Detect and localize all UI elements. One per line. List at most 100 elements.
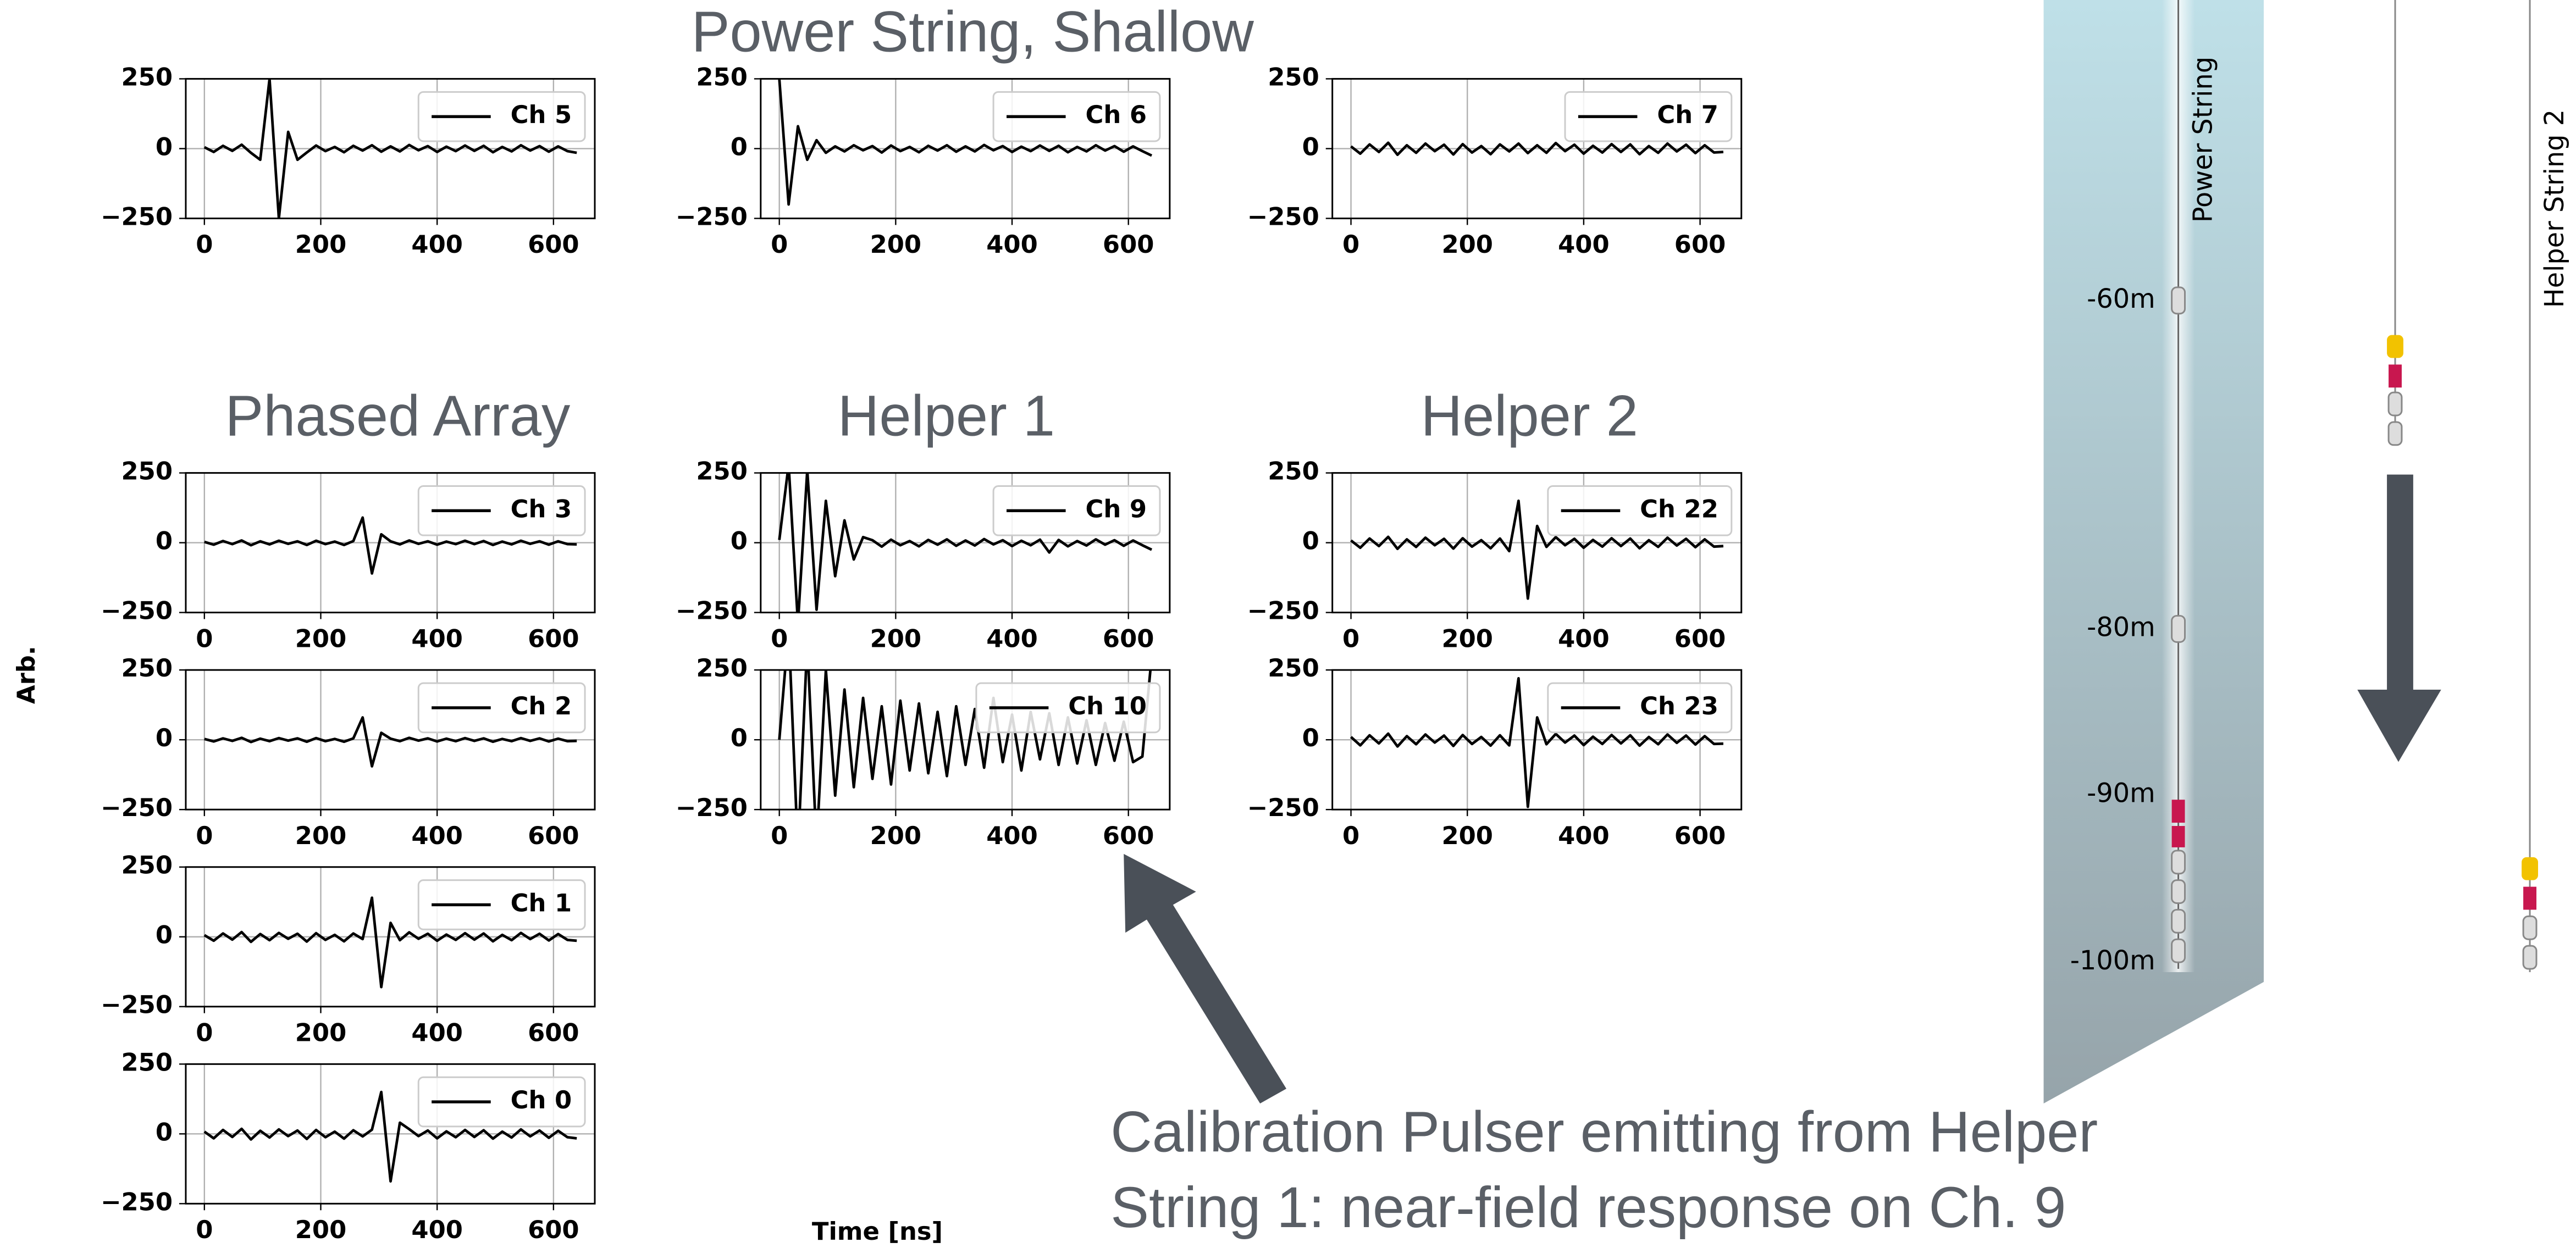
axes-frame [185, 866, 596, 1008]
waveform [778, 473, 1153, 613]
x-tick-label: 0 [1342, 230, 1359, 259]
y-tick-label: −250 [676, 202, 748, 231]
x-tick-label: 200 [295, 821, 347, 850]
y-tick-label: 0 [731, 526, 748, 556]
legend: Ch 0 [417, 1076, 586, 1128]
subplot: 0 200 400 600 −250 0 250 Ch 10 [676, 653, 1171, 850]
legend: Ch 3 [417, 485, 586, 536]
x-tick-label: 600 [528, 1215, 579, 1244]
x-tick-label: 0 [771, 821, 788, 850]
y-tick-label: 0 [156, 132, 173, 161]
axes-frame [1331, 669, 1743, 811]
borehole-diagram: -60m -80m -90m -100m Power String Helper… [2043, 0, 2570, 1104]
legend-box [992, 485, 1161, 536]
y-tick-label: 250 [696, 62, 748, 91]
x-tick-label: 0 [771, 230, 788, 259]
legend: Ch 10 [975, 682, 1161, 734]
x-tick-label: 400 [1558, 821, 1610, 850]
y-axis-label: Arb. [12, 646, 41, 704]
antenna [2171, 879, 2186, 904]
legend: Ch 7 [1564, 91, 1733, 142]
legend-box [417, 91, 586, 142]
y-tick-label: −250 [101, 1187, 173, 1216]
y-tick-label: 250 [121, 653, 173, 683]
y-tick-label: 0 [156, 1117, 173, 1146]
arrow-head [2357, 690, 2441, 762]
x-tick-label: 0 [196, 1018, 213, 1047]
x-tick-label: 0 [1342, 624, 1359, 653]
depth-label: -80m [2087, 612, 2155, 642]
axes-frame [1331, 77, 1743, 219]
legend: Ch 2 [417, 682, 586, 734]
group-title: Helper 2 [1421, 384, 1638, 448]
y-tick-label: 0 [731, 723, 748, 752]
x-tick-label: 600 [1103, 624, 1154, 653]
legend-box [992, 91, 1161, 142]
x-tick-label: 600 [528, 1018, 579, 1047]
legend-label: Ch 22 [1640, 494, 1718, 523]
legend-box [1564, 91, 1733, 142]
x-tick-label: 600 [1674, 624, 1726, 653]
legend-box [1547, 682, 1733, 734]
x-tick-label: 200 [295, 624, 347, 653]
legend-label: Ch 3 [511, 494, 572, 523]
legend-label: Ch 2 [511, 691, 572, 720]
legend: Ch 6 [992, 91, 1161, 142]
legend: Ch 23 [1547, 682, 1733, 734]
pulser [2522, 857, 2538, 880]
group-title: Helper 1 [838, 384, 1055, 448]
x-tick-label: 200 [1441, 624, 1493, 653]
antenna [2387, 421, 2403, 446]
subplot: 0 200 400 600 −250 0 250 Ch 7 [1247, 62, 1743, 259]
y-tick-label: 250 [121, 1047, 173, 1077]
x-tick-label: 200 [870, 624, 922, 653]
subplot: 0 200 400 600 −250 0 250 Ch 9 [676, 457, 1171, 653]
antenna [2522, 945, 2538, 970]
x-tick-label: 200 [295, 1018, 347, 1047]
x-tick-label: 200 [870, 821, 922, 850]
axes-frame [185, 77, 596, 219]
x-axis-label: Time [ns] [812, 1217, 943, 1246]
legend: Ch 22 [1547, 485, 1733, 536]
axes-frame [760, 77, 1171, 219]
legend-label: Ch 7 [1657, 100, 1718, 129]
legend: Ch 9 [992, 485, 1161, 536]
x-tick-label: 600 [1674, 230, 1726, 259]
x-tick-label: 400 [986, 230, 1038, 259]
y-tick-label: 250 [696, 653, 748, 683]
antenna [2171, 908, 2186, 934]
y-tick-label: −250 [101, 990, 173, 1019]
waveform [204, 716, 577, 768]
y-tick-label: 250 [1268, 457, 1319, 486]
y-tick-label: 0 [1302, 526, 1319, 556]
legend-label: Ch 0 [511, 1085, 572, 1114]
y-tick-label: 250 [121, 457, 173, 486]
waveform [1350, 499, 1724, 600]
waveform [1350, 677, 1723, 808]
antenna [2389, 364, 2402, 388]
antenna [2387, 391, 2403, 417]
pulser [2387, 335, 2403, 358]
group-title: Power String, Shallow [692, 0, 1254, 64]
y-tick-label: 250 [1268, 62, 1319, 91]
x-tick-label: 200 [1441, 821, 1493, 850]
y-tick-label: 250 [121, 851, 173, 880]
antenna [2171, 800, 2185, 823]
x-tick-label: 600 [528, 230, 579, 259]
legend: Ch 5 [417, 91, 586, 142]
group-title: Phased Array [225, 384, 571, 448]
x-tick-label: 0 [196, 1215, 213, 1244]
legend-label: Ch 6 [1085, 100, 1147, 129]
waveform [1350, 141, 1724, 156]
waveform [203, 896, 577, 989]
legend-box [417, 879, 586, 930]
annotation: Calibration Pulser emitting from Helper [1110, 1100, 2098, 1164]
subplot: 0 200 400 600 −250 0 250 Ch 3 [101, 457, 596, 653]
y-tick-label: −250 [101, 793, 173, 822]
y-tick-label: 0 [1302, 132, 1319, 161]
x-tick-label: 600 [528, 821, 579, 850]
axes-frame [760, 669, 1171, 811]
legend: Ch 1 [417, 879, 586, 930]
annotation-arrow [1124, 853, 1287, 1104]
y-tick-label: 250 [696, 457, 748, 486]
